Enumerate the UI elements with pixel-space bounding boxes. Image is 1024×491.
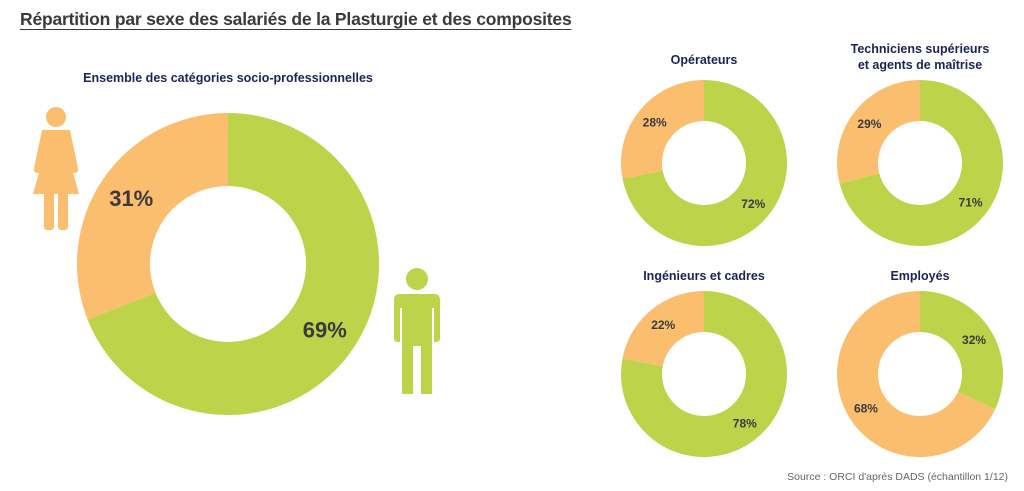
slice-male: [621, 291, 787, 457]
slice-female: [621, 80, 704, 179]
woman-icon: [33, 107, 79, 230]
chart-title-techniciens-line1: Techniciens supérieurs: [850, 42, 990, 56]
slice-female: [77, 113, 229, 320]
chart-title-employes: Employés: [890, 269, 950, 283]
chart-title-ingenieurs: Ingénieurs et cadres: [643, 269, 765, 283]
page-title: Répartition par sexe des salariés de la …: [20, 9, 572, 29]
slice-male: [839, 80, 1003, 246]
slice-male: [87, 113, 379, 415]
data-label-female: 22%: [651, 318, 675, 332]
data-label-female: 68%: [854, 402, 878, 416]
slice-female: [837, 291, 996, 457]
data-label-female: 28%: [643, 116, 667, 130]
data-label-male: 69%: [303, 318, 347, 343]
slice-male: [920, 291, 1003, 410]
data-label-male: 32%: [962, 333, 986, 347]
source-note: Source : ORCI d'après DADS (échantillon …: [787, 471, 1008, 483]
man-icon: [394, 268, 440, 394]
data-label-female: 31%: [109, 186, 153, 211]
slice-male: [622, 80, 787, 246]
chart-title-techniciens-line2: et agents de maîtrise: [857, 58, 983, 72]
data-label-male: 78%: [733, 417, 757, 431]
chart-title-ensemble: Ensemble des catégories socio-profession…: [83, 71, 373, 85]
slice-female: [622, 291, 704, 367]
chart-title-techniciens: Techniciens supérieurs et agents de maît…: [851, 41, 990, 73]
data-label-female: 29%: [857, 117, 881, 131]
chart-title-operateurs: Opérateurs: [670, 53, 738, 67]
data-label-male: 71%: [959, 196, 983, 210]
slice-female: [837, 80, 921, 184]
data-label-male: 72%: [741, 197, 765, 211]
